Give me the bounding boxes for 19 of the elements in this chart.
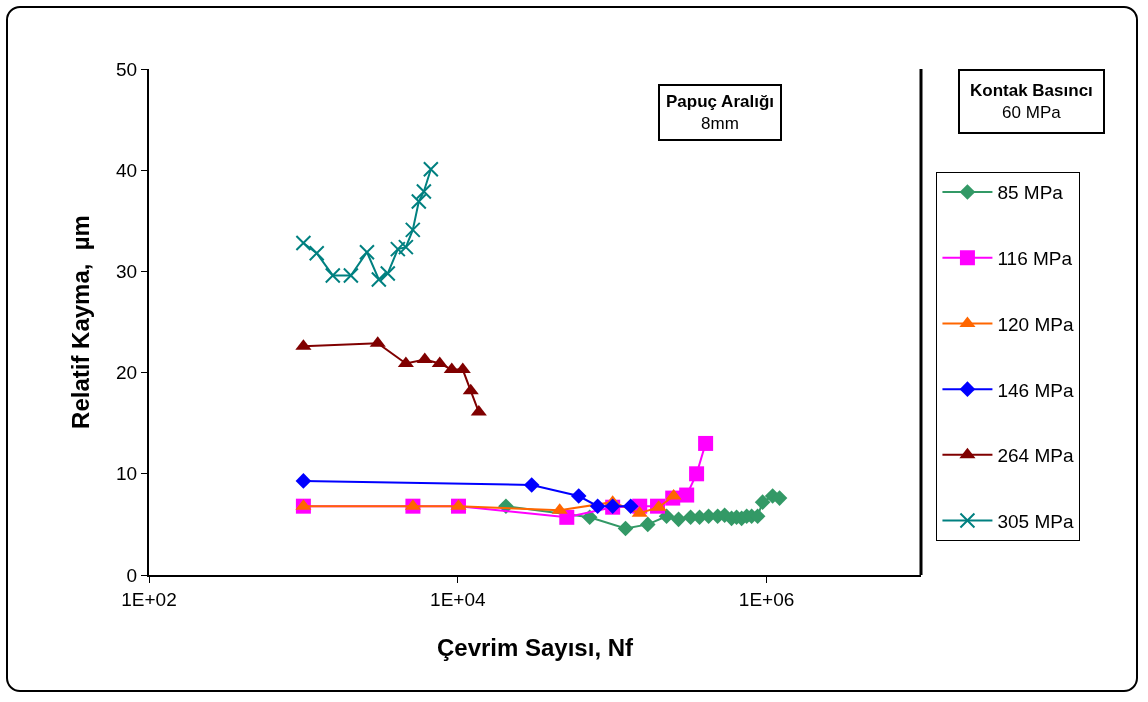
x-tick-label: 1E+06: [738, 588, 795, 610]
legend-label: 264 MPa: [997, 445, 1074, 467]
y-tick-label: 50: [116, 58, 138, 80]
x-tick-label: 1E+04: [430, 588, 486, 610]
y-axis-title: Relatif Kayma, µm: [66, 215, 94, 429]
y-tick-label: 0: [126, 564, 138, 586]
x-tick-label: 1E+02: [121, 588, 177, 610]
text: Kontak Basıncı 60 MPa: [970, 81, 1093, 123]
legend-label: 305 MPa: [997, 510, 1074, 532]
y-tick-label: 10: [116, 463, 138, 485]
y-tick-label: 20: [116, 362, 138, 384]
legend-label: 85 MPa: [997, 182, 1064, 204]
legend-label: 116 MPa: [997, 248, 1073, 270]
y-tick-label: 30: [116, 261, 138, 283]
x-axis-title: Çevrim Sayısı, Nf: [436, 633, 635, 661]
legend-label: 146 MPa: [997, 379, 1074, 401]
legend-label: 120 MPa: [997, 313, 1074, 335]
y-tick-label: 40: [116, 159, 138, 181]
annotation: Papuç Aralığı 8mm: [666, 92, 775, 134]
